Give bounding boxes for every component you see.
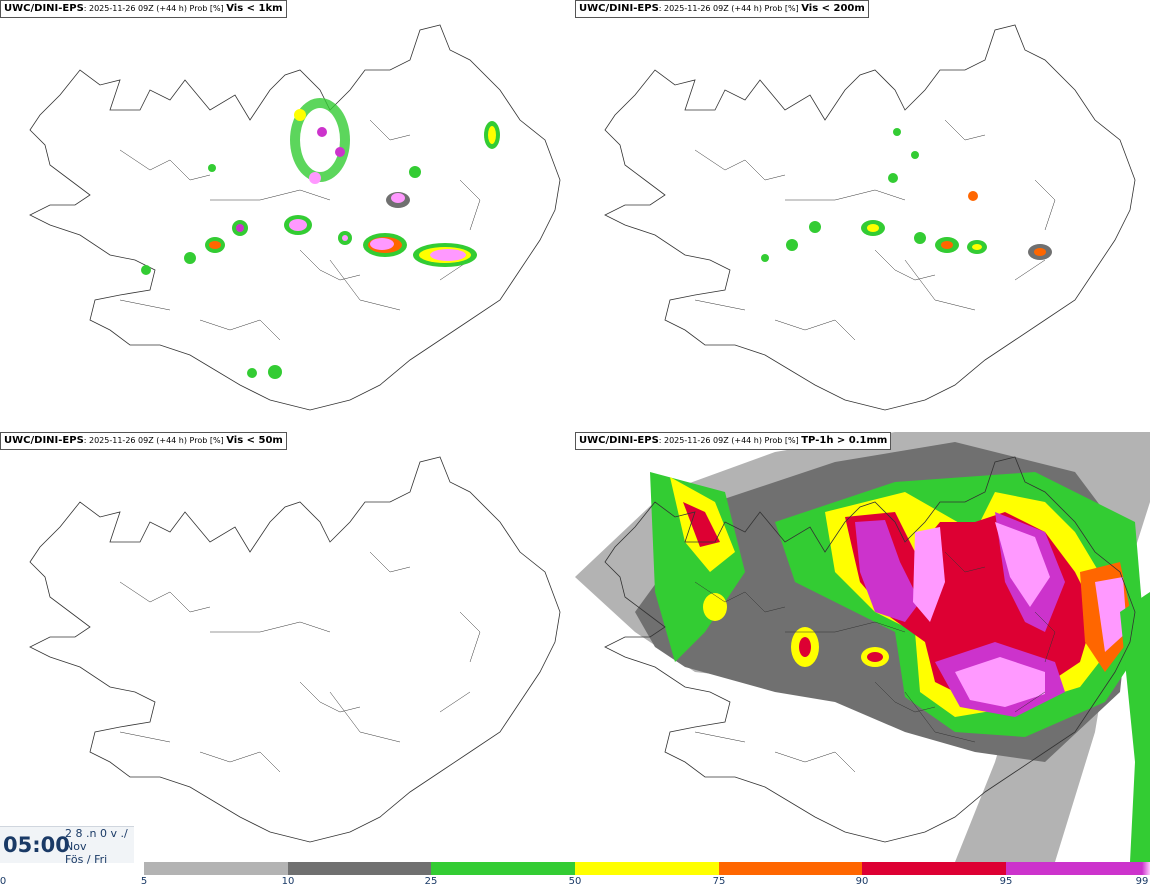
precipitation-map — [575, 432, 1150, 862]
colorbar-tick-label: 75 — [712, 876, 726, 887]
precipitation-field — [575, 432, 1150, 862]
colorbar-tick-label: 90 — [855, 876, 869, 887]
colorbar-tick-label: 0 — [0, 876, 7, 887]
colorbar-segment — [862, 862, 1006, 875]
iceland-map — [29, 24, 561, 411]
colorbar-segment — [1006, 862, 1142, 875]
panel-title: UWC/DINI-EPS: 2025-11-26 09Z (+44 h) Pro… — [575, 432, 892, 450]
valid-time: 05:00 — [3, 833, 70, 857]
panel-title: UWC/DINI-EPS: 2025-11-26 09Z (+44 h) Pro… — [0, 432, 287, 450]
colorbar-ticks: 0 5 10 25 50 75 90 95 99 — [0, 876, 1150, 890]
colorbar-segment — [144, 862, 288, 875]
valid-date: 2 8 .n 0 v ./ Nov Fös / Fri — [65, 827, 128, 866]
colorbar — [144, 862, 1150, 875]
colorbar-tick-label: 5 — [140, 876, 148, 887]
colorbar-tick-label: 50 — [568, 876, 582, 887]
valid-time-box: 05:00 2 8 .n 0 v ./ Nov Fös / Fri — [0, 826, 134, 866]
colorbar-tick-label: 99 — [1135, 876, 1149, 887]
colorbar-tick-label: 95 — [999, 876, 1013, 887]
probability-field — [761, 128, 1052, 262]
panel-title: UWC/DINI-EPS: 2025-11-26 09Z (+44 h) Pro… — [575, 0, 869, 18]
colorbar-tick-label: 10 — [281, 876, 295, 887]
probability-field — [141, 98, 500, 379]
iceland-map — [29, 456, 561, 843]
iceland-map — [604, 24, 1136, 411]
map-panel-vis-200m: UWC/DINI-EPS: 2025-11-26 09Z (+44 h) Pro… — [575, 0, 1150, 430]
map-panel-tp-1h: UWC/DINI-EPS: 2025-11-26 09Z (+44 h) Pro… — [575, 432, 1150, 862]
map-panel-vis-50m: UWC/DINI-EPS: 2025-11-26 09Z (+44 h) Pro… — [0, 432, 575, 862]
colorbar-segment — [431, 862, 575, 875]
colorbar-segment — [719, 862, 862, 875]
map-panel-vis-1km: UWC/DINI-EPS: 2025-11-26 09Z (+44 h) Pro… — [0, 0, 575, 430]
colorbar-segment — [1142, 862, 1150, 875]
colorbar-segment — [288, 862, 431, 875]
panel-title: UWC/DINI-EPS: 2025-11-26 09Z (+44 h) Pro… — [0, 0, 287, 18]
colorbar-tick-label: 25 — [424, 876, 438, 887]
colorbar-segment — [575, 862, 719, 875]
